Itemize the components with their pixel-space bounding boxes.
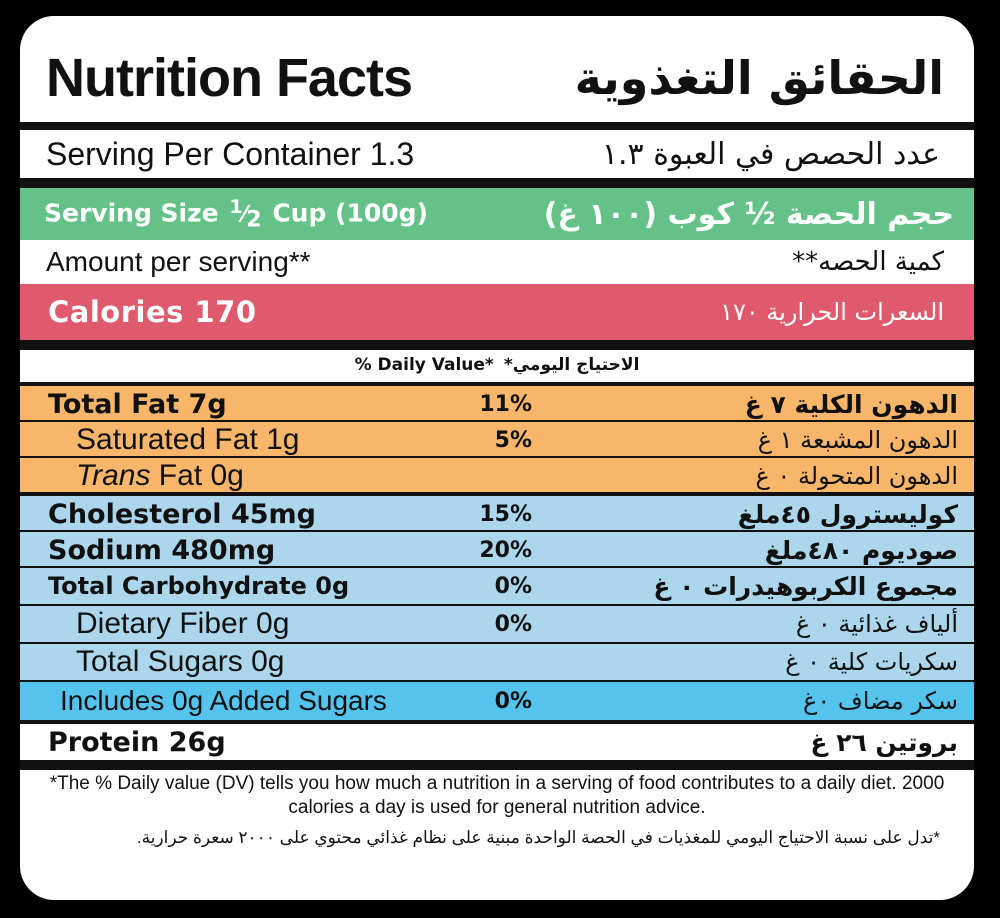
serving-size-prefix: Serving Size <box>44 198 219 227</box>
rule <box>20 642 974 644</box>
fraction-numerator: 1 <box>229 195 243 218</box>
dietary-fiber-pct: 0% <box>494 611 532 637</box>
fraction-denominator: 2 <box>246 207 262 233</box>
saturated-fat-ar: الدهون المشبعة ١ غ <box>757 426 958 454</box>
sodium-en: Sodium 480mg <box>48 534 276 566</box>
calories-en: Calories 170 <box>48 295 257 329</box>
servings-per-container-en: Serving Per Container 1.3 <box>46 135 415 172</box>
nutrient-row-saturated-fat: Saturated Fat 1g 5% الدهون المشبعة ١ غ <box>20 422 974 458</box>
trans-fat-en: Trans Fat 0g <box>76 459 244 493</box>
total-carbohydrate-ar: مجموع الكربوهيدرات ٠ غ <box>653 571 958 601</box>
nutrient-row-protein: Protein 26g بروتين ٢٦ غ <box>20 724 974 760</box>
serving-size-row: Serving Size 1⁄2 Cup (100g) حجم الحصة ½ … <box>20 188 974 240</box>
calories-row: Calories 170 السعرات الحرارية ١٧٠ <box>20 284 974 340</box>
nutrient-row-total-carbohydrate: Total Carbohydrate 0g 0% مجموع الكربوهيد… <box>20 568 974 604</box>
calories-ar: السعرات الحرارية ١٧٠ <box>720 298 944 326</box>
total-fat-pct: 11% <box>479 391 532 417</box>
rule-thick <box>20 760 974 770</box>
nutrient-row-added-sugars: Includes 0g Added Sugars 0% سكر مضاف ٠غ <box>20 682 974 720</box>
added-sugars-ar: سكر مضاف ٠غ <box>803 687 958 715</box>
nutrient-row-trans-fat: Trans Fat 0g الدهون المتحولة ٠ غ <box>20 458 974 494</box>
nutrient-row-dietary-fiber: Dietary Fiber 0g 0% ألياف غذائية ٠ غ <box>20 606 974 642</box>
total-fat-ar: الدهون الكلية ٧ غ <box>744 389 958 419</box>
cholesterol-en: Cholesterol 45mg <box>48 498 316 530</box>
nutrient-row-total-sugars: Total Sugars 0g سكريات كلية ٠ غ <box>20 644 974 680</box>
title-ar: الحقائق التغذوية <box>574 51 944 105</box>
saturated-fat-pct: 5% <box>494 427 532 453</box>
trans-fat-italic: Trans <box>76 459 151 492</box>
total-sugars-ar: سكريات كلية ٠ غ <box>785 648 958 676</box>
title-en: Nutrition Facts <box>46 48 413 108</box>
total-carbohydrate-pct: 0% <box>494 573 532 599</box>
nutrition-label: Nutrition Facts الحقائق التغذوية Serving… <box>20 16 974 900</box>
daily-value-header: % Daily Value* الاحتياج اليومي* <box>20 348 974 382</box>
servings-per-container-row: Serving Per Container 1.3 عدد الحصص في ا… <box>20 130 974 178</box>
total-fat-en: Total Fat 7g <box>48 388 227 420</box>
serving-size-fraction: 1⁄2 <box>229 195 262 233</box>
amount-per-serving-en: Amount per serving** <box>46 246 311 277</box>
title-row: Nutrition Facts الحقائق التغذوية <box>20 34 974 122</box>
added-sugars-pct: 0% <box>494 688 532 714</box>
rule-thick <box>20 178 974 188</box>
sodium-pct: 20% <box>479 537 532 563</box>
rule <box>20 680 974 682</box>
serving-size-en: Serving Size 1⁄2 Cup (100g) <box>44 196 428 233</box>
nutrient-row-cholesterol: Cholesterol 45mg 15% كوليسترول ٤٥ملغ <box>20 496 974 532</box>
trans-fat-ar: الدهون المتحولة ٠ غ <box>755 462 958 490</box>
dietary-fiber-en: Dietary Fiber 0g <box>76 607 290 640</box>
total-sugars-en: Total Sugars 0g <box>76 645 285 678</box>
cholesterol-ar: كوليسترول ٤٥ملغ <box>737 499 958 529</box>
rule <box>20 382 974 386</box>
servings-per-container-ar: عدد الحصص في العبوة ١.٣ <box>601 136 940 172</box>
footnote-en: *The % Daily value (DV) tells you how mu… <box>49 773 945 818</box>
rule <box>20 420 974 422</box>
rule <box>20 566 974 568</box>
protein-en: Protein 26g <box>48 726 226 758</box>
dietary-fiber-ar: ألياف غذائية ٠ غ <box>795 610 958 638</box>
serving-size-suffix: Cup (100g) <box>272 198 428 227</box>
added-sugars-en: Includes 0g Added Sugars <box>60 685 387 716</box>
serving-size-ar: حجم الحصة ½ كوب (١٠٠ غ) <box>543 196 954 232</box>
amount-per-serving-ar: كمية الحصه** <box>792 247 944 277</box>
rule-thick <box>20 122 974 130</box>
amount-per-serving-row: Amount per serving** كمية الحصه** <box>20 240 974 284</box>
total-carbohydrate-en: Total Carbohydrate 0g <box>48 572 350 600</box>
daily-value-header-en: % Daily Value* <box>354 355 494 375</box>
rule <box>20 530 974 532</box>
rule <box>20 720 974 724</box>
sodium-ar: صوديوم ٤٨٠ملغ <box>764 535 958 565</box>
rule-thick <box>20 340 974 350</box>
footnote-ar: *تدل على نسبة الاحتياج اليومي للمغذيات ف… <box>136 828 940 847</box>
nutrient-row-total-fat: Total Fat 7g 11% الدهون الكلية ٧ غ <box>20 386 974 422</box>
rule <box>20 604 974 606</box>
trans-fat-rest: Fat 0g <box>150 459 244 492</box>
saturated-fat-en: Saturated Fat 1g <box>76 423 300 456</box>
daily-value-header-ar: الاحتياج اليومي* <box>503 355 640 375</box>
protein-ar: بروتين ٢٦ غ <box>810 727 958 757</box>
nutrient-row-sodium: Sodium 480mg 20% صوديوم ٤٨٠ملغ <box>20 532 974 568</box>
rule <box>20 492 974 496</box>
cholesterol-pct: 15% <box>479 501 532 527</box>
rule <box>20 456 974 458</box>
